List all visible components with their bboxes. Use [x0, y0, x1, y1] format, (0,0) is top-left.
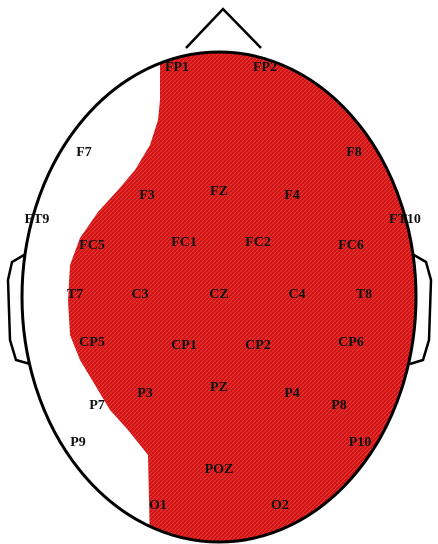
electrode-label: F3: [139, 188, 155, 203]
electrode-label: F7: [76, 145, 92, 160]
electrode-label: T8: [356, 287, 372, 302]
electrode-label: P8: [331, 398, 347, 413]
electrode-label: CP6: [338, 335, 364, 350]
electrode-label: PZ: [210, 380, 228, 395]
electrode-label: C4: [288, 287, 305, 302]
electrode-label: C3: [131, 287, 148, 302]
electrode-label: FP2: [253, 60, 277, 75]
left-ear: [6, 253, 31, 366]
right-ear: [409, 253, 433, 366]
electrode-label: FT9: [25, 212, 50, 227]
electrode-label: P4: [284, 386, 300, 401]
electrode-label: F4: [284, 188, 300, 203]
electrode-label: FC1: [171, 235, 197, 250]
electrode-label: O2: [271, 498, 289, 513]
electrode-label: FP1: [165, 60, 189, 75]
electrode-label: O1: [149, 498, 167, 513]
electrode-label: CP1: [171, 338, 197, 353]
electrode-label: CP2: [245, 338, 271, 353]
electrode-label: P3: [137, 386, 153, 401]
electrode-label: FZ: [210, 184, 228, 199]
electrode-label: CZ: [209, 287, 228, 302]
activation-region: [68, 52, 416, 542]
electrode-label: CP5: [79, 335, 105, 350]
electrode-label: P10: [349, 435, 372, 450]
electrode-label: P7: [89, 398, 105, 413]
electrode-label: FC5: [79, 238, 105, 253]
electrode-label: F8: [346, 145, 362, 160]
electrode-label: POZ: [205, 462, 234, 477]
electrode-label: P9: [70, 435, 86, 450]
electrode-label: FT10: [389, 212, 421, 227]
electrode-label: FC6: [338, 238, 364, 253]
electrode-labels: FP1 FP2 F7 F8 F3 FZ F4 FT9 FT10 FC5 FC1 FC2 FC6 T7 C3 C…: [25, 60, 421, 513]
nose: [185, 7, 262, 49]
electrode-label: T7: [67, 287, 83, 302]
head-outline: [20, 50, 418, 544]
electrode-label: FC2: [245, 235, 271, 250]
